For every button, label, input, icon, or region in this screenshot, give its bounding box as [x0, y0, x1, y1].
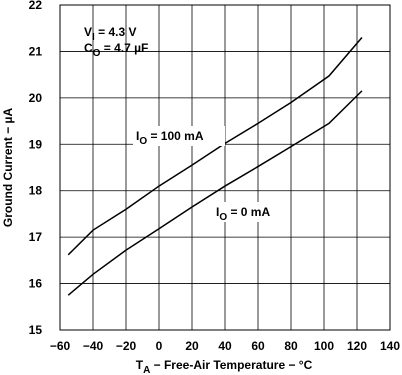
- annotation: VI = 4.3 V: [84, 25, 137, 43]
- x-axis-label-suffix: − Free-Air Temperature − °C: [150, 358, 312, 372]
- annotation-sub: I: [92, 32, 95, 43]
- annotation-suffix: = 4.3 V: [95, 25, 137, 39]
- annotation-sub: O: [93, 48, 101, 59]
- x-axis-label-main: T: [136, 358, 144, 372]
- y-tick-label: 21: [29, 44, 43, 58]
- x-tick-label: 140: [380, 339, 400, 353]
- series-label-suffix: = 0 mA: [227, 205, 270, 219]
- y-tick-label: 19: [29, 137, 43, 151]
- series-line: [67, 37, 363, 256]
- x-axis-label-sub: A: [143, 365, 150, 375]
- annotation: CO = 4.7 µF: [84, 41, 148, 59]
- series-label-suffix: = 100 mA: [147, 129, 204, 143]
- x-axis-label: TA − Free-Air Temperature − °C: [136, 358, 313, 375]
- x-tick-label: −60: [50, 339, 71, 353]
- y-tick-label: 16: [29, 277, 43, 291]
- annotation-suffix: = 4.7 µF: [100, 41, 148, 55]
- x-tick-label: 100: [314, 339, 334, 353]
- y-tick-label: 22: [29, 0, 43, 12]
- y-tick-label: 15: [29, 323, 43, 337]
- x-tick-label: −40: [83, 339, 104, 353]
- annotation-main: V: [84, 25, 92, 39]
- x-tick-label: 20: [185, 339, 199, 353]
- series-label-main: I: [136, 129, 139, 143]
- series-label: IO = 100 mA: [136, 129, 204, 147]
- x-tick-label: 120: [347, 339, 367, 353]
- plot-frame: [59, 4, 391, 331]
- y-tick-label: 17: [29, 230, 43, 244]
- annotation-main: C: [84, 41, 93, 55]
- series-label-sub: O: [219, 212, 227, 223]
- series-label-main: I: [216, 205, 219, 219]
- series-line: [67, 90, 363, 296]
- series-label-sub: O: [139, 136, 147, 147]
- x-tick-label: 40: [218, 339, 232, 353]
- series-label: IO = 0 mA: [216, 205, 270, 223]
- x-tick-label: 60: [251, 339, 265, 353]
- y-tick-label: 20: [29, 91, 43, 105]
- x-tick-label: 0: [156, 339, 163, 353]
- label-bg: [213, 202, 287, 222]
- label-bg: [133, 126, 225, 146]
- y-tick-label: 18: [29, 184, 43, 198]
- x-tick-label: 80: [284, 339, 298, 353]
- x-tick-label: −20: [116, 339, 137, 353]
- y-axis-label: Ground Current − µA: [1, 108, 15, 228]
